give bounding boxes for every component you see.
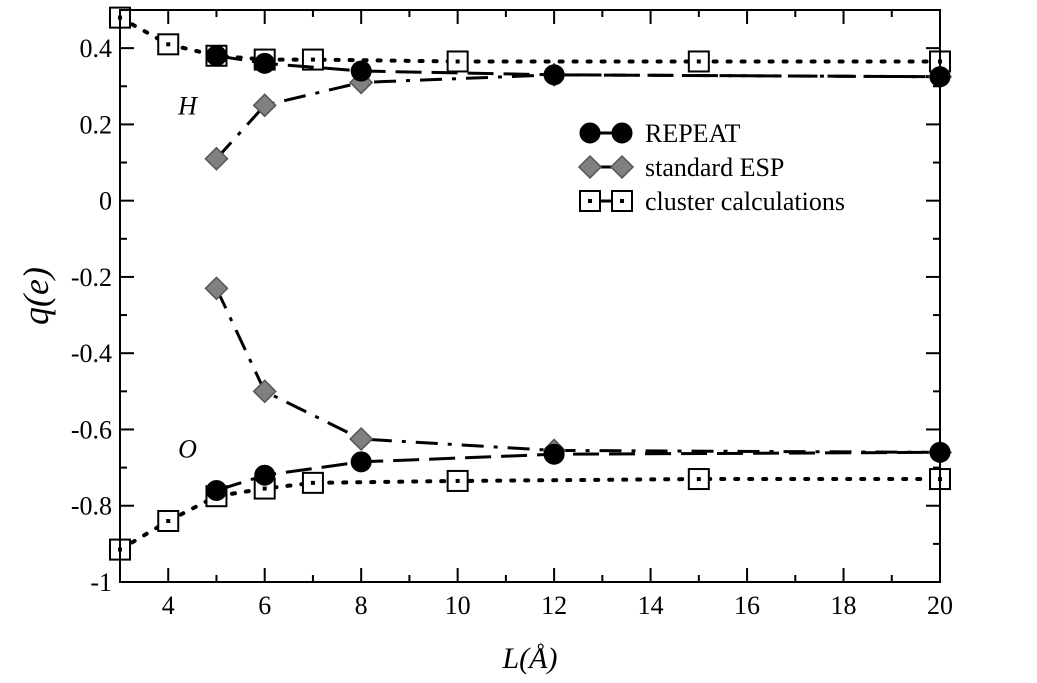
data-point (205, 479, 227, 501)
data-point-center (696, 59, 701, 64)
y-tick-label: -0.6 (71, 415, 112, 444)
data-point (204, 146, 229, 171)
data-point-center (310, 57, 315, 62)
series-cluster-calculations (109, 6, 951, 561)
x-axis-label: L(Å) (502, 642, 558, 675)
legend-label: standard ESP (645, 153, 784, 182)
data-point-center (166, 518, 171, 523)
series-line (215, 73, 941, 160)
legend-marker (579, 122, 601, 144)
legend-label: cluster calculations (645, 187, 845, 216)
series-standard-esp (204, 62, 953, 465)
x-tick-label: 10 (445, 591, 471, 620)
data-point-center (310, 480, 315, 485)
data-point (252, 379, 277, 404)
data-point-center (262, 486, 267, 491)
x-tick-label: 12 (541, 591, 567, 620)
y-tick-label: -1 (90, 568, 112, 597)
tick-marks (119, 9, 941, 583)
x-tick-label: 8 (355, 591, 368, 620)
data-point (350, 451, 372, 473)
legend-marker-center (588, 199, 592, 203)
x-tick-label: 14 (638, 591, 664, 620)
series-repeat (205, 45, 951, 501)
data-point-center (166, 42, 171, 47)
x-tick-label: 4 (162, 591, 175, 620)
legend-marker (577, 154, 603, 180)
x-tick-label: 18 (831, 591, 857, 620)
legend-marker (611, 122, 633, 144)
legend-label: REPEAT (645, 119, 740, 148)
legend-marker-center (620, 199, 624, 203)
y-tick-label: 0.4 (80, 34, 113, 63)
data-point (543, 64, 565, 86)
data-point (204, 276, 229, 301)
data-point (350, 60, 372, 82)
y-tick-label: 0 (99, 187, 112, 216)
annotation-label: O (178, 435, 197, 464)
data-point (252, 93, 277, 118)
annotation-label: H (177, 91, 198, 120)
data-point-center (455, 59, 460, 64)
plot-series (109, 6, 953, 561)
x-axis-ticks: 4 6 8 10 12 14 16 18 20 (162, 591, 953, 620)
annotations: HO (177, 91, 198, 463)
y-tick-label: -0.2 (71, 263, 112, 292)
data-point (254, 464, 276, 486)
plot-frame (119, 9, 941, 583)
data-point-center (696, 477, 701, 482)
series-line (216, 450, 941, 492)
x-tick-label: 6 (258, 591, 271, 620)
x-tick-label: 20 (927, 591, 953, 620)
series-line (215, 287, 941, 454)
legend-entry: cluster calculations (579, 187, 845, 216)
data-point (205, 45, 227, 67)
series-line (118, 15, 942, 64)
legend-entry: REPEAT (579, 119, 740, 148)
y-tick-label: -0.4 (71, 339, 112, 368)
y-tick-label: 0.2 (80, 110, 113, 139)
data-point (543, 443, 565, 465)
series-line (118, 477, 942, 552)
data-point-center (455, 478, 460, 483)
x-tick-label: 16 (734, 591, 760, 620)
legend: REPEAT standard ESP cluster calculations (577, 119, 845, 216)
legend-entry: standard ESP (577, 153, 784, 182)
y-axis-label: q(e) (16, 267, 56, 325)
y-tick-label: -0.8 (71, 492, 112, 521)
y-axis-ticks: -1 -0.8 -0.6 -0.4 -0.2 0 0.2 0.4 (71, 34, 112, 597)
data-point (254, 52, 276, 74)
legend-marker (609, 154, 635, 180)
data-point (349, 426, 374, 452)
